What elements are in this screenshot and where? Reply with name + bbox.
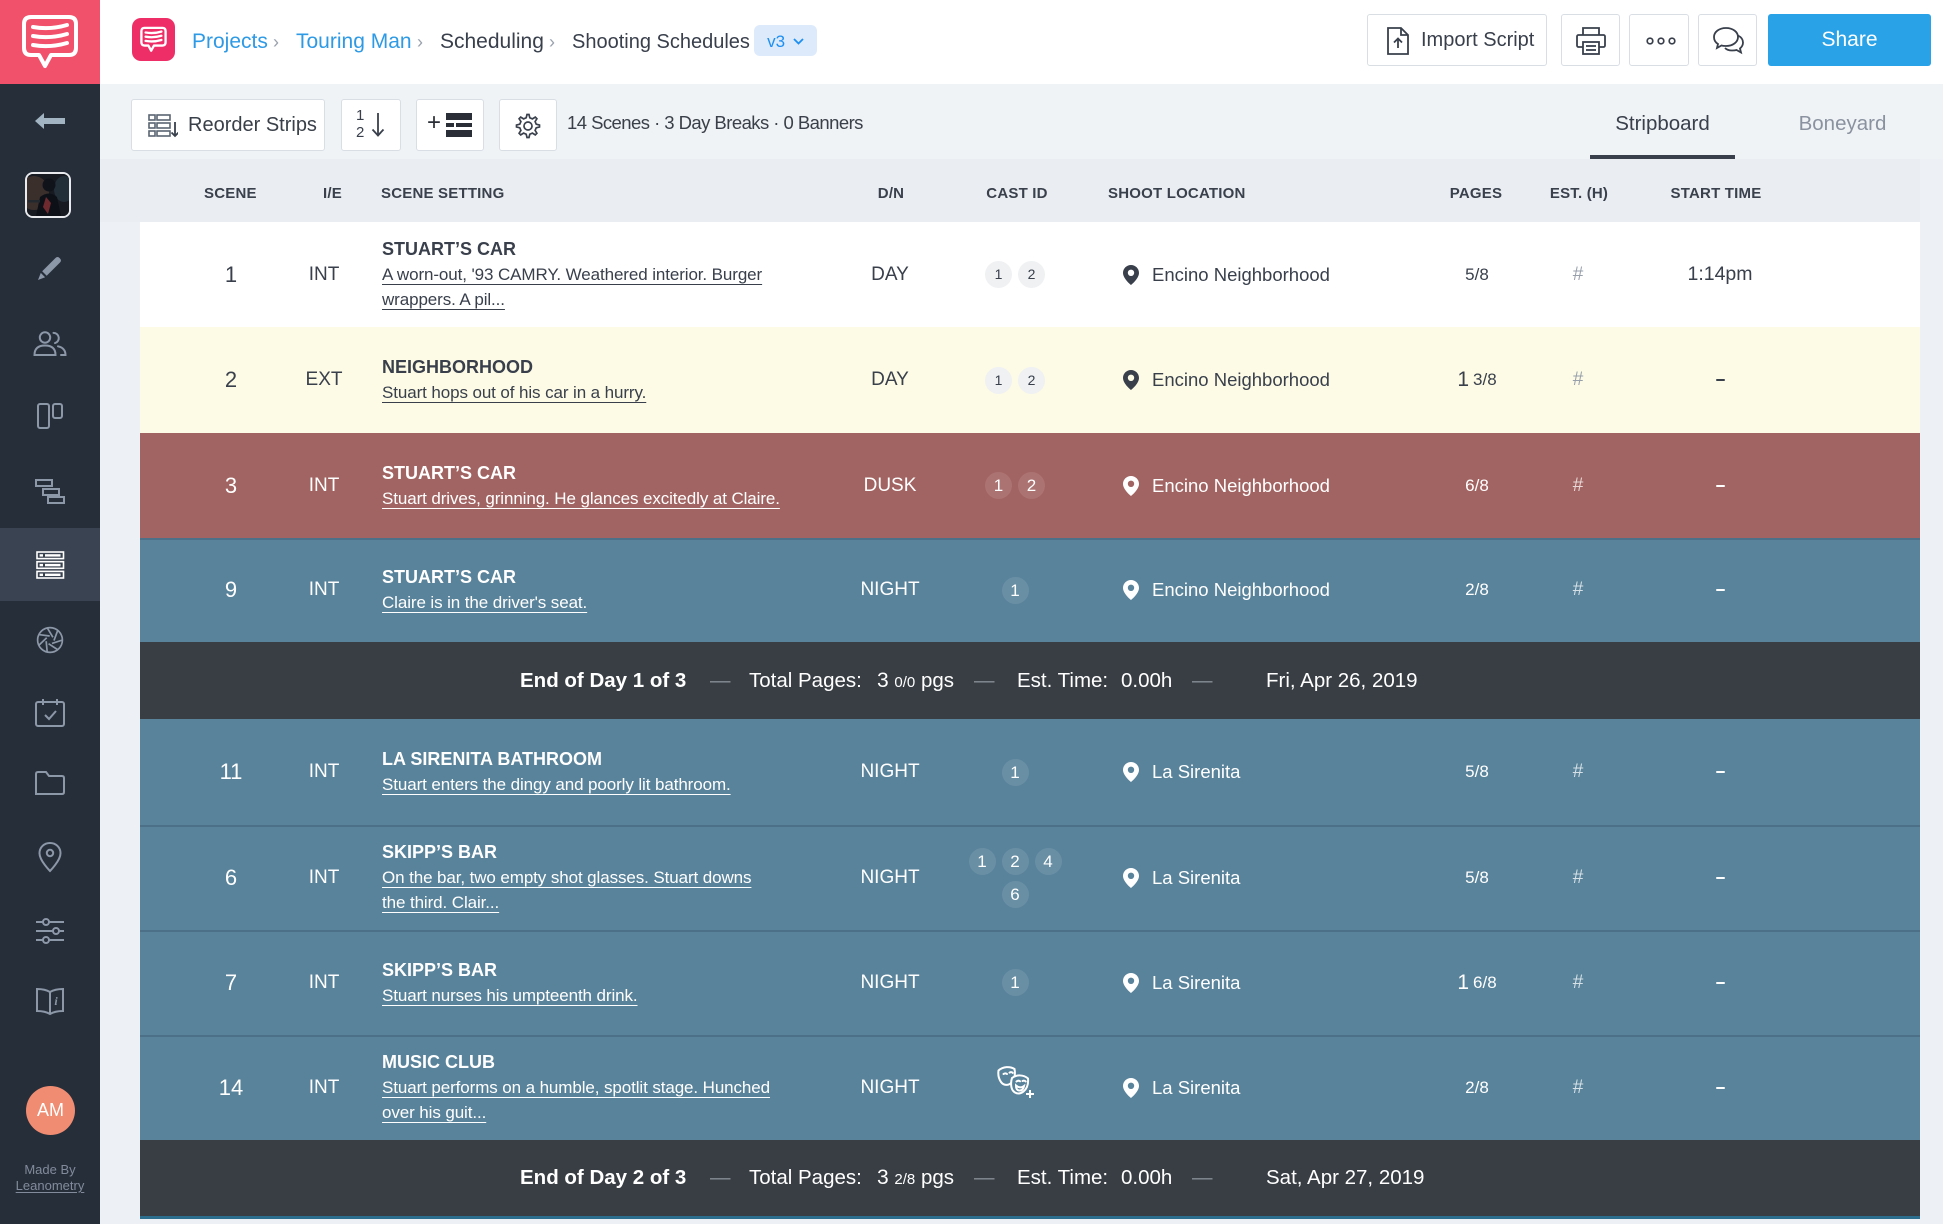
svg-text:i: i: [54, 994, 58, 1008]
